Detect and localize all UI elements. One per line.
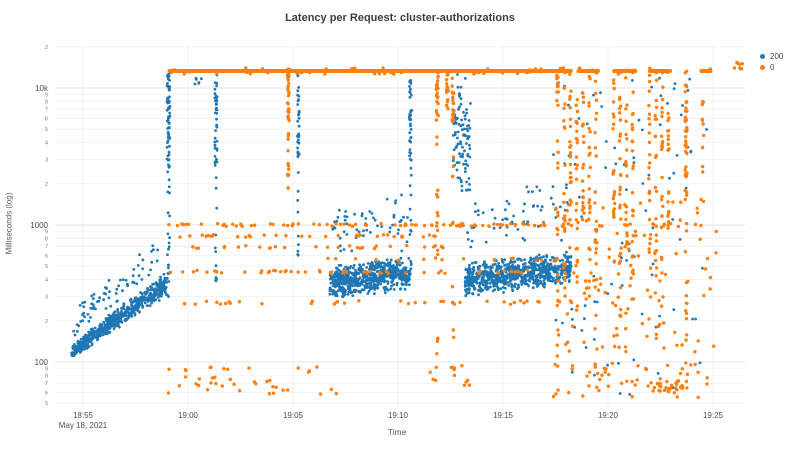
y-tick-label: 6 xyxy=(45,390,48,396)
y-tick-label: 2 xyxy=(45,182,48,188)
chart-title: Latency per Request: cluster-authorizati… xyxy=(285,12,515,24)
y-tick-label: 8 xyxy=(45,236,48,242)
y-tick-label: 8 xyxy=(45,99,48,105)
y-tick-label: 9 xyxy=(45,229,48,235)
data-points xyxy=(70,60,745,400)
legend-item-0[interactable]: 0 xyxy=(760,62,783,73)
x-axis-date-label: May 18, 2021 xyxy=(59,421,108,430)
y-tick-label: 2 xyxy=(45,45,48,51)
legend-label-0: 0 xyxy=(770,63,775,72)
y-tick-label: 5 xyxy=(45,127,48,133)
y-tick-label: 3 xyxy=(45,158,48,164)
y-tick-label: 6 xyxy=(45,253,48,259)
x-tick-label: 19:10 xyxy=(388,411,409,420)
x-tick-label: 19:20 xyxy=(598,411,619,420)
points-series-0 xyxy=(166,60,745,400)
x-axis-title: Time xyxy=(387,427,407,437)
y-tick-label: 8 xyxy=(45,373,48,379)
y-axis-title: Milliseconds (log) xyxy=(4,192,14,255)
y-tick-label: 9 xyxy=(45,92,48,98)
y-tick-label: 7 xyxy=(45,107,48,113)
y-tick-label: 7 xyxy=(45,244,48,250)
x-tick-label: 19:15 xyxy=(493,411,514,420)
y-tick-label: 7 xyxy=(45,381,48,387)
y-tick-label: 9 xyxy=(45,366,48,372)
legend: 200 0 xyxy=(760,51,783,73)
y-tick-label: 4 xyxy=(45,278,48,284)
y-tick-label: 1000 xyxy=(30,221,48,230)
y-tick-label: 3 xyxy=(45,295,48,301)
x-tick-label: 18:55 xyxy=(73,411,94,420)
y-tick-label: 10k xyxy=(35,84,49,93)
legend-label-200: 200 xyxy=(770,52,784,61)
y-tick-label: 4 xyxy=(45,141,48,147)
y-tick-label: 5 xyxy=(45,264,48,270)
x-tick-label: 19:05 xyxy=(283,411,304,420)
legend-marker-0 xyxy=(760,65,765,70)
legend-marker-200 xyxy=(760,54,765,59)
y-tick-label: 5 xyxy=(45,401,48,407)
y-tick-label: 100 xyxy=(35,358,49,367)
y-tick-label: 6 xyxy=(45,116,48,122)
legend-item-200[interactable]: 200 xyxy=(760,51,783,62)
x-tick-label: 19:25 xyxy=(703,411,724,420)
y-tick-label: 2 xyxy=(45,319,48,325)
x-tick-label: 19:00 xyxy=(178,411,199,420)
